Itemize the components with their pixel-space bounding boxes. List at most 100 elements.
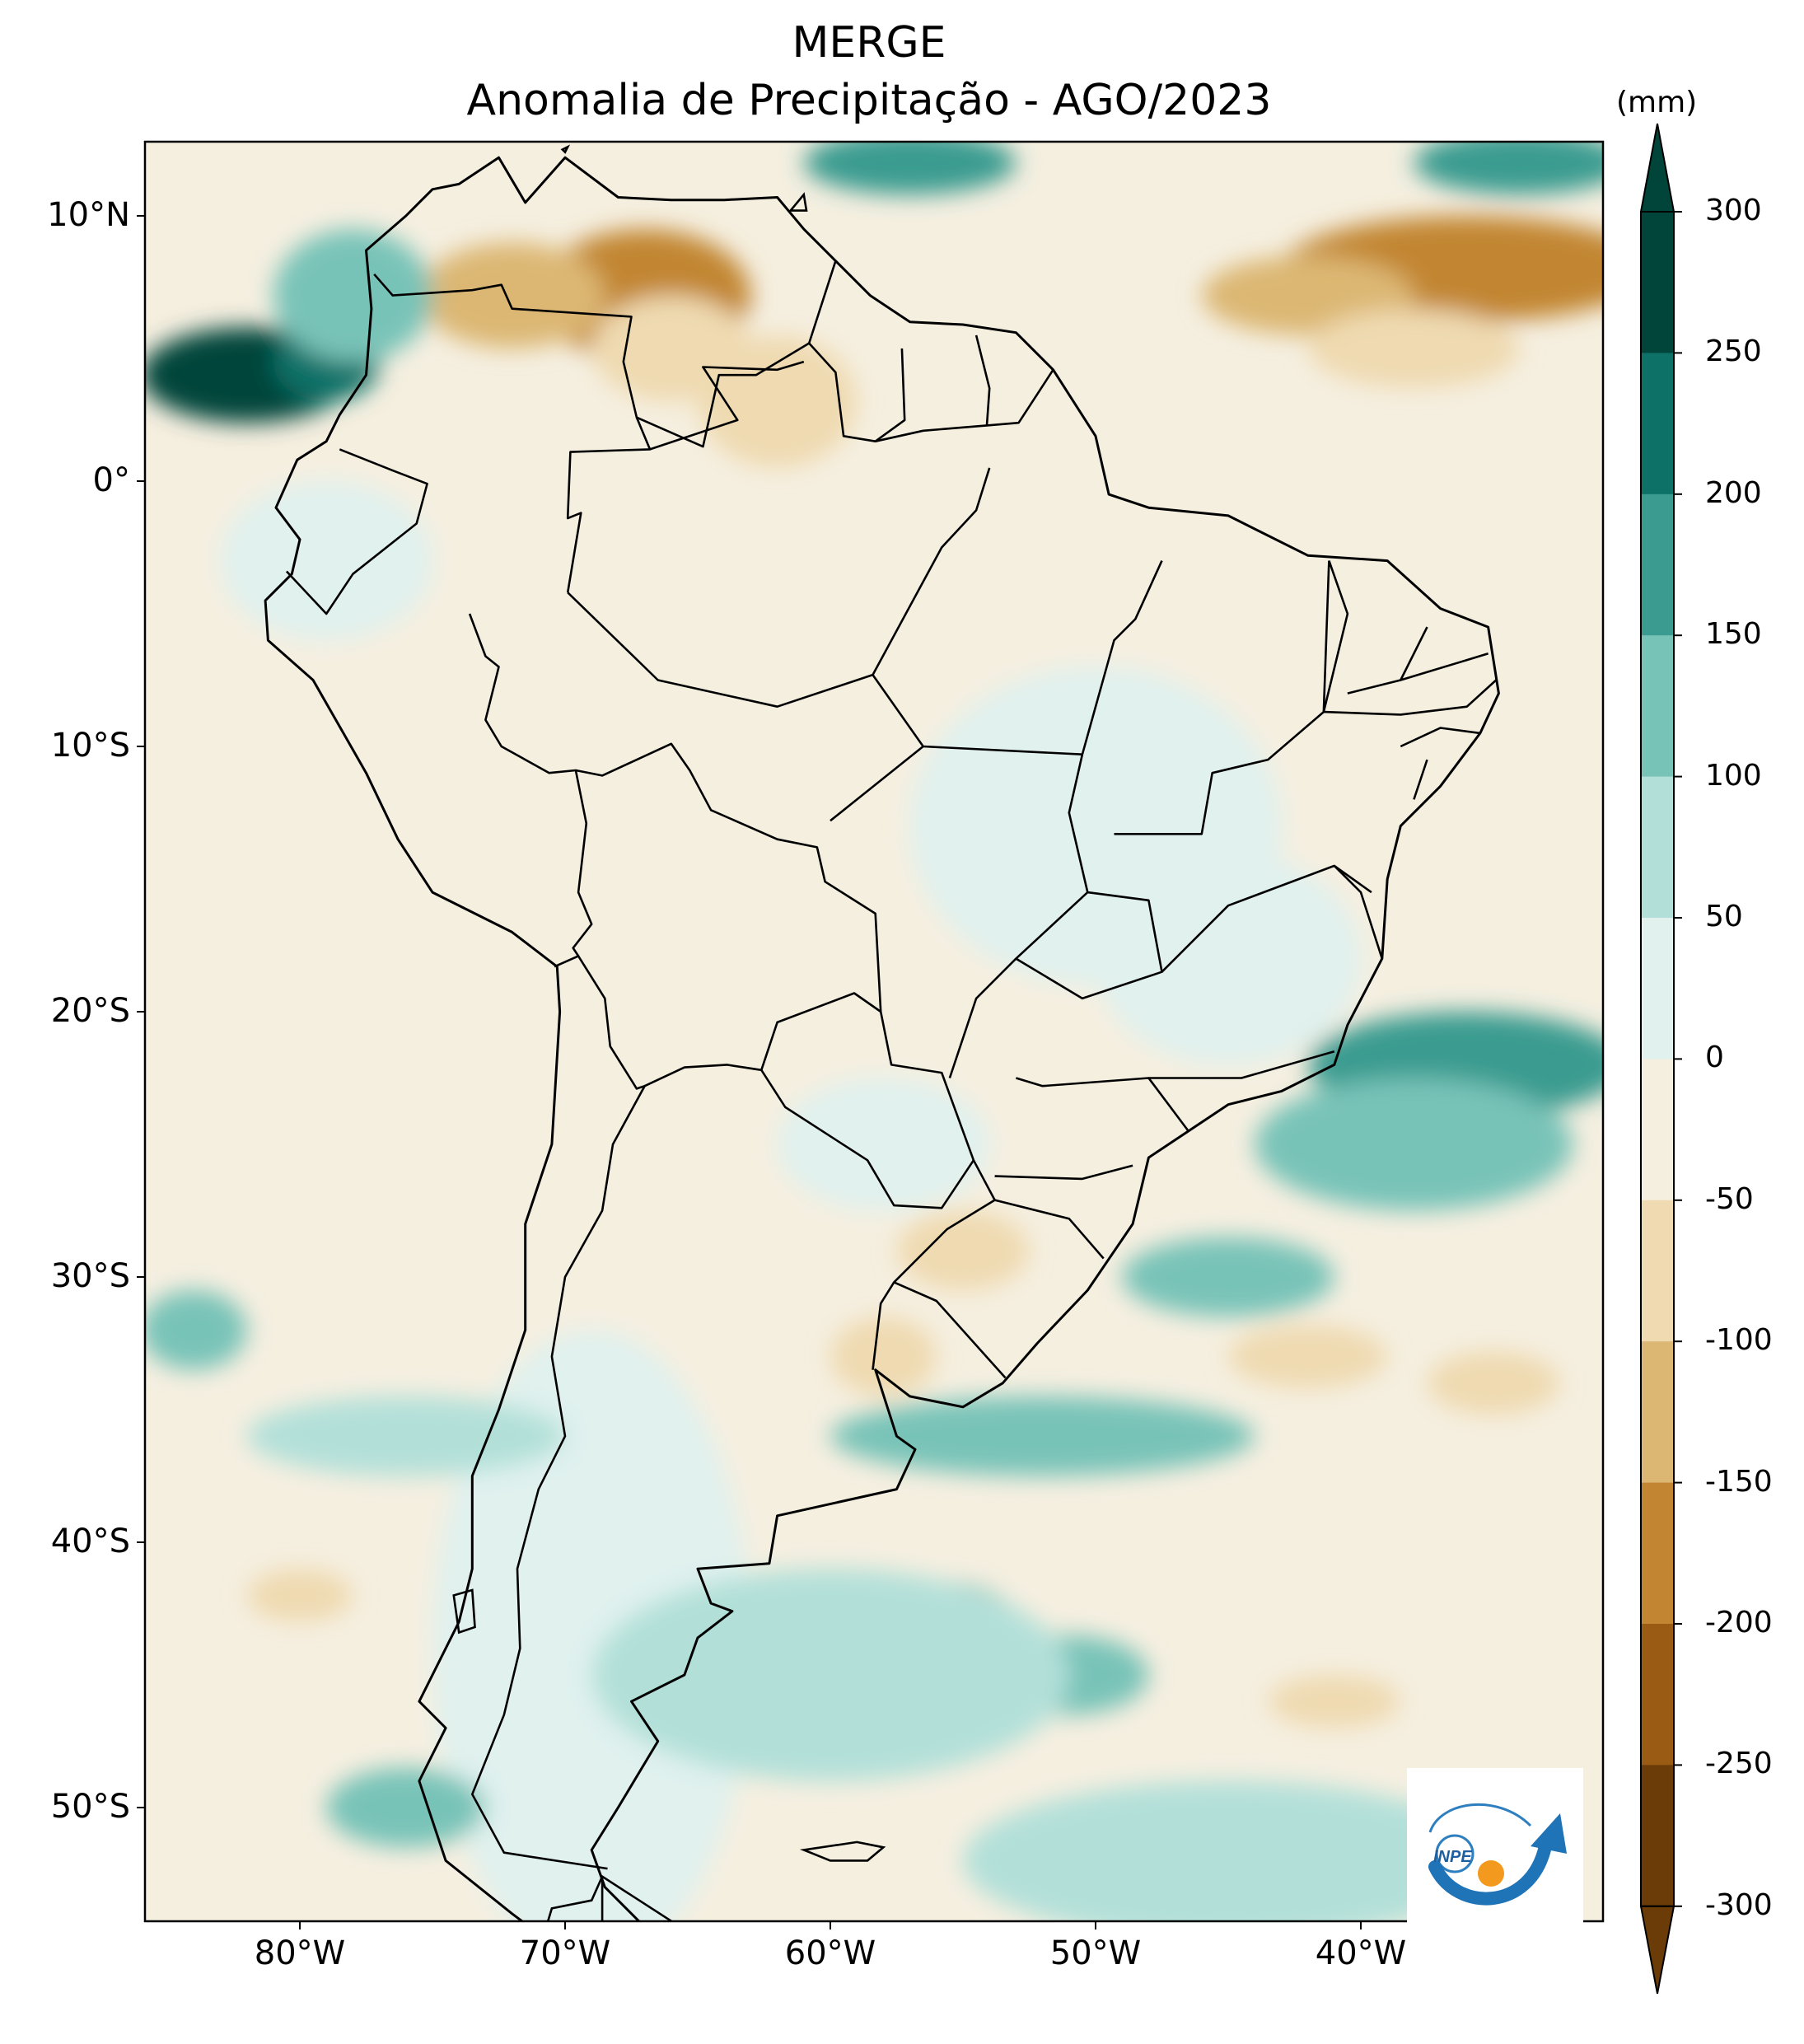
lat-tick-label: 10°N [47,196,130,234]
colorbar-unit: (mm) [1616,86,1698,119]
border-line [644,1064,974,1209]
colorbar-segment [1641,493,1674,637]
colorbar-label: 50 [1705,900,1743,933]
anomaly-patch [698,334,858,468]
island-outline [787,192,808,212]
anomaly-patch [1268,1675,1401,1728]
anomaly-field [145,142,1603,1921]
colorbar [1639,123,1682,1995]
island-outline [452,1588,476,1635]
anomaly-patch [326,1767,486,1848]
anomaly-patch [1228,1324,1388,1389]
colorbar-label: 150 [1705,617,1762,652]
colorbar-segment [1641,1200,1674,1343]
colorbar-label: 300 [1705,194,1762,227]
colorbar-label: -100 [1705,1323,1773,1358]
anomaly-patch [246,1569,353,1622]
lat-tick-label: 0° [92,461,130,499]
colorbar-label: -50 [1705,1181,1754,1216]
island-outline [546,1874,674,1921]
border-line [575,742,882,1013]
anomaly-patch [1414,142,1603,195]
border-line [874,348,906,442]
border-line [649,360,805,451]
lat-tick-label: 50°S [50,1788,130,1826]
map-frame [143,140,1605,1923]
border-line [994,1164,1133,1181]
lon-tick-label: 40°W [1315,1934,1407,1972]
anomaly-patch [1096,852,1361,1065]
border-line [808,342,1054,442]
border-line [1400,652,1489,681]
lat-tick-label: 40°S [50,1522,130,1560]
anomaly-patch [963,1780,1493,1921]
border-line [636,260,837,448]
anomaly-patch [896,1210,1030,1291]
lat-tick-label: 30°S [50,1257,130,1295]
continent-outline [264,156,1500,1921]
anomaly-patch [432,1330,751,1921]
lon-tick-label: 50°W [1049,1934,1142,1972]
lat-tick-label: 10°S [50,727,130,765]
lat-tick-label: 20°S [50,992,130,1030]
colorbar-label: -250 [1705,1747,1773,1781]
colorbar-segment [1641,1341,1674,1484]
island-outlines [452,144,886,1921]
colorbar-label: 200 [1705,475,1762,510]
map-title-line1: MERGE [792,18,946,68]
island-outline [560,144,571,154]
border-line [994,1199,1105,1260]
border-line [872,1281,895,1370]
anomaly-patch [273,229,432,362]
anomaly-patch [1427,1351,1560,1415]
colorbar-segment [1641,1482,1674,1625]
border-line [1323,679,1498,716]
anomaly-patch [145,1290,247,1370]
anomaly-patch [246,1396,565,1476]
border-line [1400,727,1481,748]
border-line [1413,759,1428,800]
colorbar-segment [1641,1765,1674,1907]
border-line [974,334,991,426]
anomaly-patch [591,1569,1069,1781]
anomaly-patch [1307,308,1521,389]
colorbar-segment [1641,918,1674,1060]
colorbar-segment [1641,353,1674,495]
border-line [1016,1077,1189,1132]
colorbar-label: 100 [1705,758,1762,793]
border-line [948,754,1089,1078]
border-line [872,467,991,676]
country-state-borders [285,260,1498,1921]
anomaly-patch [220,481,432,641]
colorbar-segment [1641,1059,1674,1201]
border-line [373,273,652,593]
anomaly-patch [830,1317,937,1396]
colorbar-extend-bottom [1639,1905,1675,1995]
border-line [1333,864,1384,959]
colorbar-extend-top [1639,123,1675,213]
inpe-logo: INPE [1407,1768,1583,1938]
colorbar-segment [1641,212,1674,354]
border-line [1148,1050,1335,1079]
border-line [471,955,646,1870]
colorbar-label: 250 [1705,334,1762,369]
colorbar-label: -150 [1705,1464,1773,1499]
border-line [567,592,1082,755]
border-line [1114,560,1349,835]
axis-ticks [137,215,1362,1929]
border-line [760,992,1007,1379]
colorbar-label: 0 [1705,1041,1724,1075]
colorbar-label: -300 [1705,1887,1773,1922]
colorbar-segment [1641,776,1674,919]
border-line [1081,560,1163,755]
anomaly-patch [830,1396,1255,1476]
anomaly-patch [418,242,605,348]
lon-tick-label: 70°W [519,1934,611,1972]
border-line [1161,864,1372,973]
anomaly-patch [1255,1078,1573,1211]
colorbar-label: -200 [1705,1606,1773,1639]
svg-text:INPE: INPE [1433,1848,1472,1866]
lon-tick-label: 60°W [784,1934,876,1972]
anomaly-patch [777,1078,990,1211]
